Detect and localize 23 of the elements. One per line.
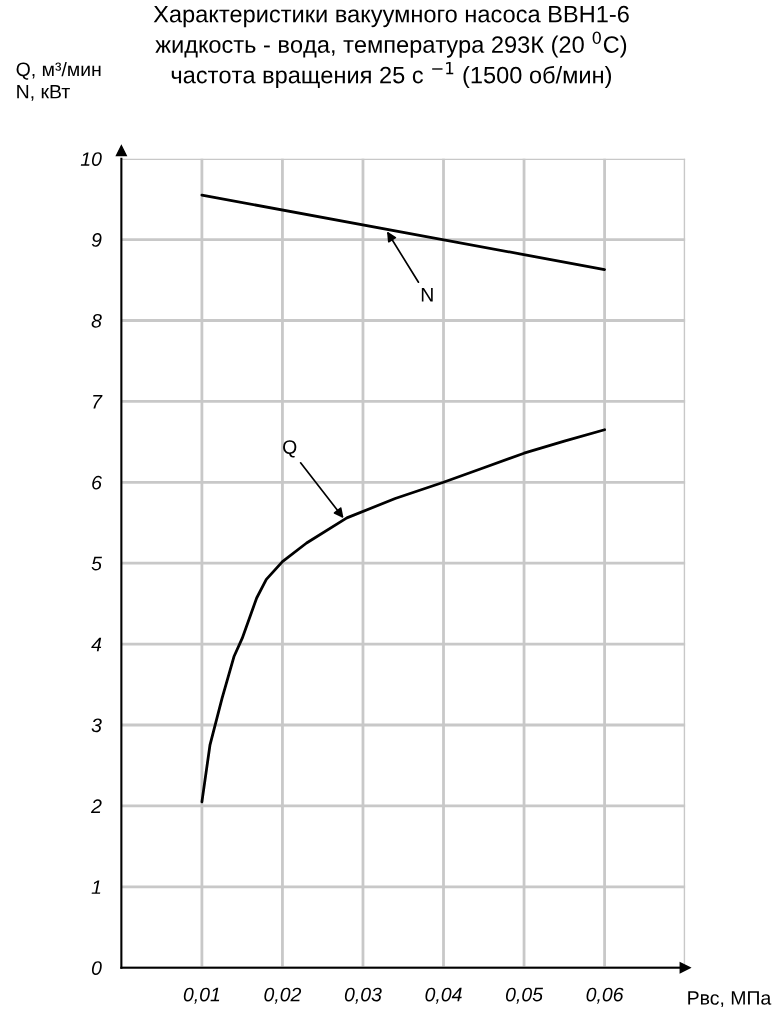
annotation: Q bbox=[283, 440, 297, 458]
y-tick-label: 10 bbox=[80, 152, 102, 166]
y-tick-label: 0 bbox=[91, 961, 102, 975]
x-tick-label: 0,06 bbox=[586, 987, 624, 1004]
x-tick-label: 0,01 bbox=[183, 987, 220, 1004]
y-tick-label: 6 bbox=[92, 475, 102, 490]
y-tick-label: 9 bbox=[91, 233, 102, 247]
y-tick-label: 2 bbox=[90, 799, 102, 813]
x-axis-title: Рвс, МПа bbox=[688, 991, 772, 1008]
y-tick-label: 5 bbox=[91, 556, 102, 571]
x-tick-label: 0,02 bbox=[264, 987, 302, 1004]
y-axis-title: Q, м³/мин N, кВт bbox=[16, 61, 101, 101]
y-tick-label: 8 bbox=[91, 313, 102, 328]
y-tick-label: 4 bbox=[91, 637, 102, 652]
y-tick-label: 1 bbox=[91, 880, 101, 894]
line-series bbox=[200, 428, 606, 804]
y-tick-label: 7 bbox=[93, 395, 103, 409]
y-tick-label: 3 bbox=[91, 718, 102, 733]
x-tick-label: 0,03 bbox=[344, 987, 382, 1004]
x-tick-label: 0,04 bbox=[425, 987, 462, 1004]
annotation: N bbox=[421, 288, 433, 302]
x-tick-label: 0,05 bbox=[505, 987, 544, 1004]
chart-title: Характеристики вакуумного насоса ВВН1-6 жидкость - вода, температура 293К (20 $^{0}$С) частота вращения 25 с $^{−1}$ (1500 об/мин) bbox=[153, 5, 629, 89]
